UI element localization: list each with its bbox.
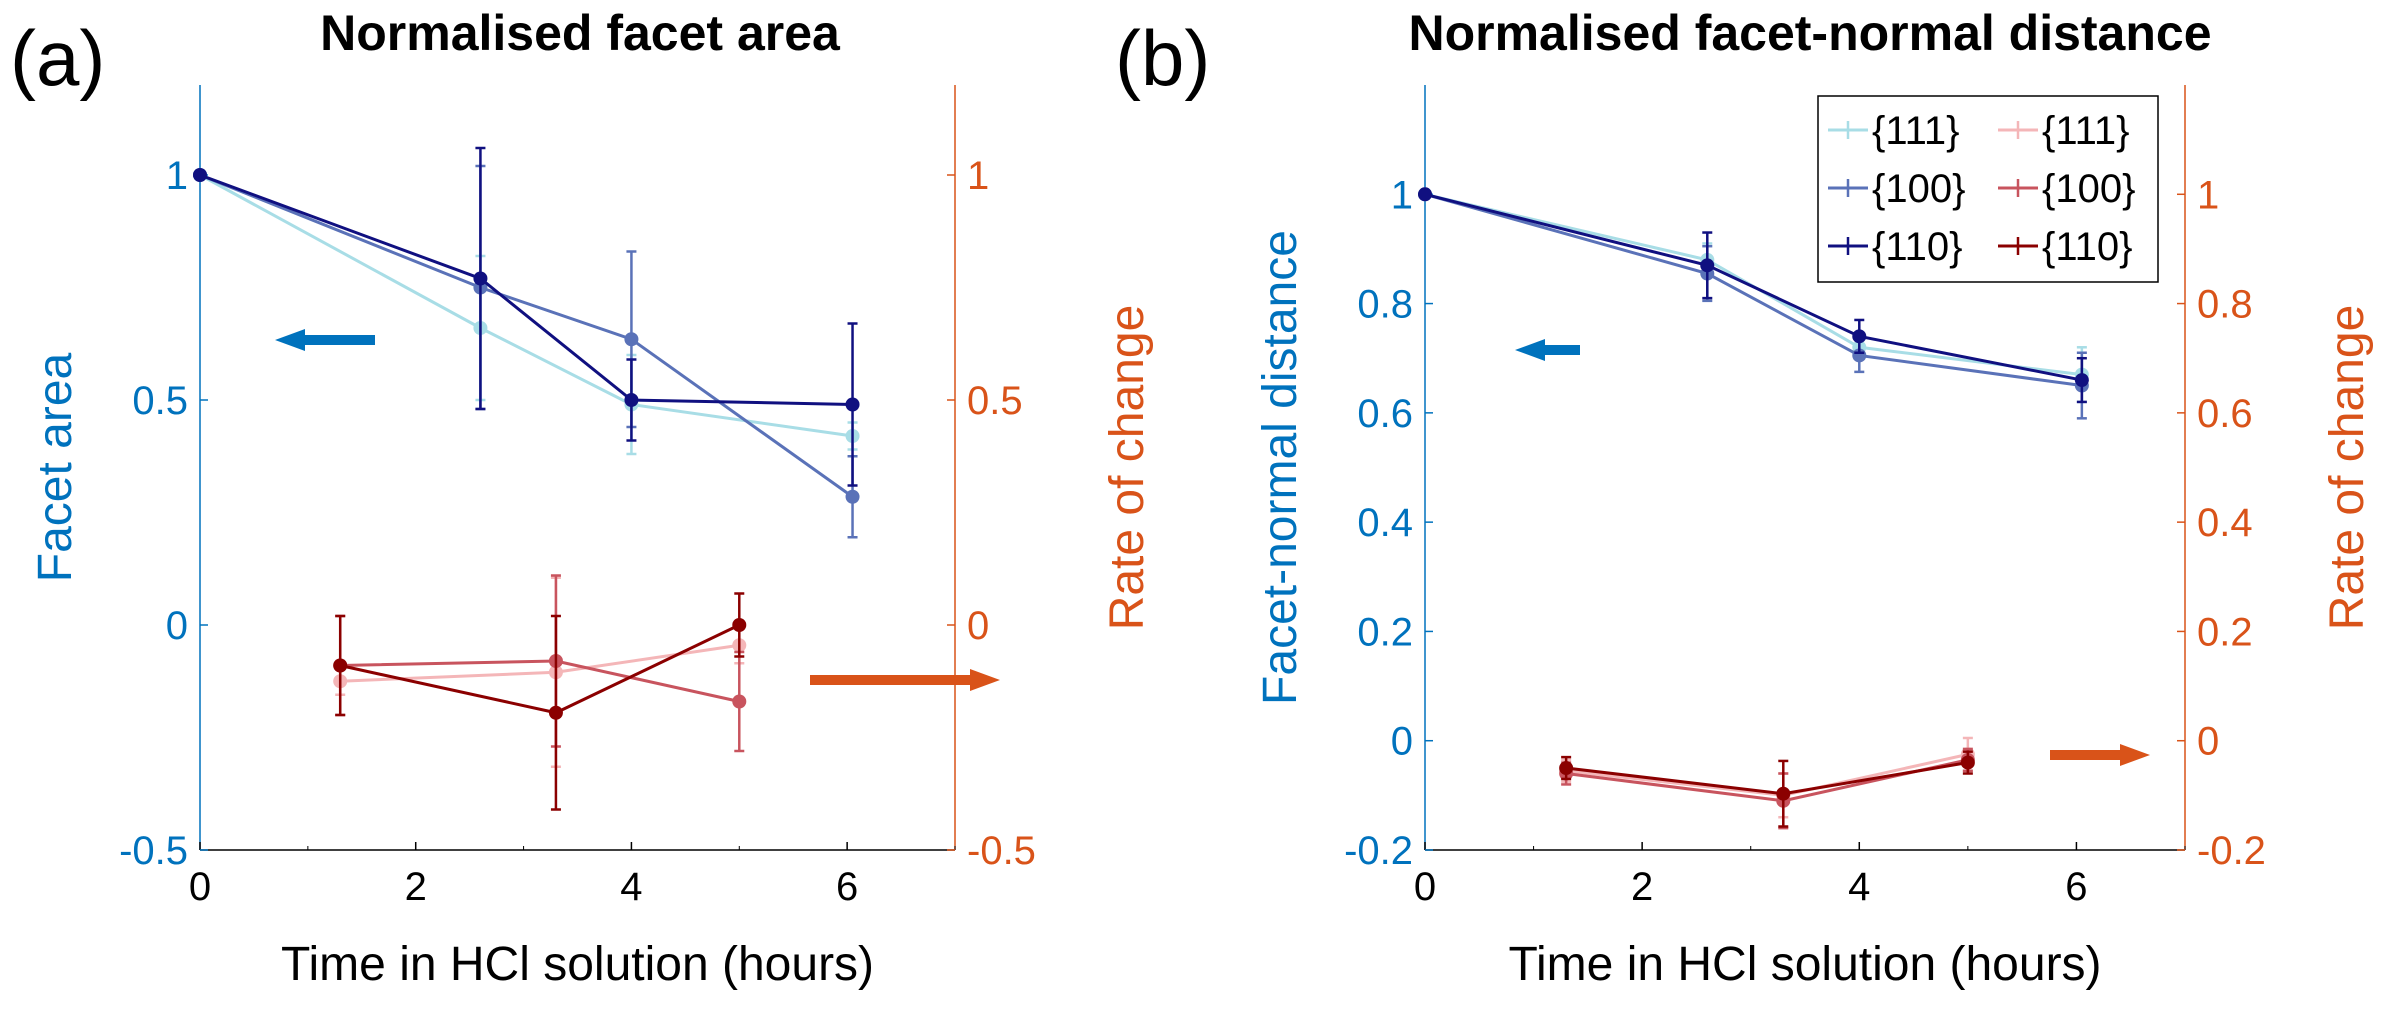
left-y-tick-label: 0.4: [1357, 501, 1413, 545]
right-y-tick-label: 0: [2197, 720, 2219, 764]
left-data-point: [1852, 329, 1867, 344]
legend-label: {110}: [1872, 225, 1963, 269]
left-data-point: [473, 271, 488, 286]
panel-b: (b) Normalised facet-normal distance 0 2 4 6 T…: [1115, 5, 2374, 991]
right-y-tick-label: 0.8: [2197, 283, 2253, 327]
x-tick-label: 4: [620, 865, 642, 909]
left-data-point: [1418, 187, 1432, 202]
right-data-point: [1960, 755, 1975, 770]
left-y-axis-label: Facet area: [29, 352, 82, 582]
x-tick-label: 0: [1414, 865, 1436, 909]
left-series-line: [199, 173, 853, 406]
left-y-tick-label: 0.2: [1357, 610, 1413, 654]
left-data-point: [1700, 258, 1715, 273]
right-y-axis-label: Rate of change: [1101, 305, 1154, 631]
right-y-tick-label: -0.2: [2197, 829, 2266, 873]
right-y-axis-label: Rate of change: [2321, 305, 2374, 631]
left-data-point: [624, 393, 639, 407]
right-y-tick-label: 1: [2197, 173, 2219, 217]
chart-title: Normalised facet area: [320, 5, 841, 61]
right-y-tick-label: 0.5: [967, 379, 1023, 423]
right-data-point: [333, 658, 348, 673]
left-y-tick-label: -0.2: [1344, 829, 1413, 873]
left-y-tick-label: 0.5: [132, 379, 188, 423]
left-series-line: [1424, 192, 2083, 377]
right-series-line: [339, 623, 740, 715]
left-y-tick-label: -0.5: [119, 829, 188, 873]
right-data-point: [548, 705, 563, 720]
right-y-tick-label: 0.2: [2197, 610, 2253, 654]
right-y-tick-label: 0.4: [2197, 501, 2253, 545]
right-series-110: [1559, 750, 1975, 828]
right-data-point: [1776, 786, 1791, 801]
left-data-point: [845, 489, 860, 504]
x-tick-label: 0: [189, 865, 211, 909]
left-y-axis-label: Facet-normal distance: [1254, 230, 1307, 705]
right-y-tick-label: -0.5: [967, 829, 1036, 873]
right-axis-arrowhead-icon: [2120, 744, 2150, 766]
left-series-line: [1424, 192, 2083, 388]
right-y-tick-label: 0.6: [2197, 392, 2253, 436]
right-data-point: [732, 618, 747, 632]
panel-label: (b): [1115, 14, 1210, 102]
legend-label: {100}: [1872, 167, 1965, 211]
right-y-tick-label: 1: [967, 154, 989, 198]
right-data-point: [1559, 761, 1574, 776]
x-tick-label: 6: [2065, 865, 2087, 909]
left-series-line: [199, 173, 854, 498]
left-y-tick-label: 0.6: [1357, 392, 1413, 436]
left-y-tick-label: 0.8: [1357, 283, 1413, 327]
left-data-point: [193, 168, 207, 182]
chart-title: Normalised facet-normal distance: [1408, 5, 2211, 61]
legend-label: {110}: [2042, 225, 2133, 269]
x-tick-label: 6: [836, 865, 858, 909]
legend-label: {111}: [2042, 109, 2130, 153]
legend-label: {100}: [2042, 167, 2135, 211]
left-axis-arrowhead-icon: [1515, 339, 1545, 361]
legend: {111} {100} {110} {111} {100} {110}: [1817, 95, 2159, 283]
right-data-point: [732, 694, 747, 709]
legend-label: {111}: [1872, 109, 1960, 153]
right-series-line: [340, 659, 740, 703]
x-tick-label: 4: [1848, 865, 1870, 909]
right-series-100: [1559, 747, 1975, 830]
left-series-110: [1418, 187, 2089, 404]
left-series-line: [199, 173, 853, 438]
right-axis-arrowhead-icon: [970, 669, 1000, 691]
left-series-110: [193, 146, 860, 487]
x-tick-label: 2: [405, 865, 427, 909]
left-data-point: [845, 397, 860, 412]
right-series-111: [1559, 736, 1975, 819]
left-axis-arrowhead-icon: [275, 329, 305, 351]
right-series-110: [333, 592, 747, 811]
panel-label: (a): [10, 14, 105, 102]
right-y-tick-label: 0: [967, 604, 989, 648]
left-data-point: [624, 332, 639, 347]
x-axis-label: Time in HCl solution (hours): [281, 938, 874, 991]
left-y-tick-label: 0: [166, 604, 188, 648]
x-tick-label: 2: [1631, 865, 1653, 909]
left-data-point: [2074, 373, 2089, 388]
left-series-line: [1424, 192, 2083, 382]
left-y-tick-label: 0: [1391, 720, 1413, 764]
right-series-100: [333, 574, 747, 753]
left-y-tick-label: 1: [1391, 173, 1413, 217]
legend-box: [1817, 95, 2159, 283]
left-y-tick-label: 1: [166, 154, 188, 198]
right-series-111: [333, 576, 747, 768]
x-axis-label: Time in HCl solution (hours): [1508, 938, 2101, 991]
panel-a: (a) Normalised facet area 0 2 4 6 Time in HCl …: [10, 5, 1154, 991]
